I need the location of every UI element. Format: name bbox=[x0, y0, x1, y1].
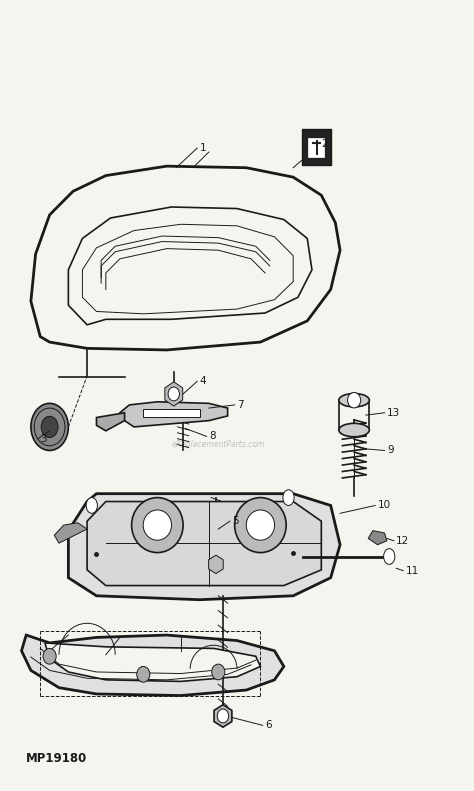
Text: MP19180: MP19180 bbox=[26, 752, 87, 765]
Text: 2: 2 bbox=[321, 139, 328, 149]
Polygon shape bbox=[368, 531, 387, 545]
Ellipse shape bbox=[41, 416, 58, 437]
Ellipse shape bbox=[347, 392, 361, 408]
Text: 4: 4 bbox=[200, 377, 206, 386]
Ellipse shape bbox=[217, 709, 228, 723]
Text: 7: 7 bbox=[237, 400, 244, 410]
Polygon shape bbox=[209, 555, 223, 573]
Ellipse shape bbox=[137, 667, 150, 682]
Ellipse shape bbox=[246, 510, 274, 540]
Polygon shape bbox=[165, 382, 182, 406]
Ellipse shape bbox=[143, 510, 172, 540]
Ellipse shape bbox=[31, 403, 68, 451]
Ellipse shape bbox=[43, 649, 56, 664]
Text: eReplacementParts.com: eReplacementParts.com bbox=[172, 440, 265, 448]
Text: 1: 1 bbox=[200, 143, 206, 153]
Ellipse shape bbox=[383, 549, 395, 564]
Text: 3: 3 bbox=[40, 433, 47, 444]
Polygon shape bbox=[68, 207, 312, 325]
Text: 5: 5 bbox=[232, 517, 239, 526]
Polygon shape bbox=[87, 501, 321, 585]
Text: 9: 9 bbox=[387, 445, 393, 456]
FancyBboxPatch shape bbox=[302, 129, 331, 165]
Polygon shape bbox=[45, 643, 260, 681]
Polygon shape bbox=[68, 494, 340, 600]
Polygon shape bbox=[214, 705, 232, 727]
Text: 12: 12 bbox=[396, 536, 410, 546]
Text: 8: 8 bbox=[209, 431, 216, 441]
Text: 13: 13 bbox=[387, 408, 400, 418]
Polygon shape bbox=[120, 402, 228, 427]
Text: 11: 11 bbox=[406, 566, 419, 576]
Polygon shape bbox=[97, 413, 125, 431]
Text: 6: 6 bbox=[265, 721, 272, 730]
Polygon shape bbox=[31, 166, 340, 350]
Polygon shape bbox=[143, 409, 200, 418]
FancyBboxPatch shape bbox=[308, 138, 324, 157]
Polygon shape bbox=[82, 225, 293, 314]
Ellipse shape bbox=[339, 423, 369, 437]
Ellipse shape bbox=[86, 498, 97, 513]
Ellipse shape bbox=[283, 490, 294, 505]
Ellipse shape bbox=[132, 498, 183, 553]
Ellipse shape bbox=[339, 393, 369, 407]
Polygon shape bbox=[21, 635, 284, 695]
Ellipse shape bbox=[212, 664, 225, 679]
Ellipse shape bbox=[235, 498, 286, 553]
Ellipse shape bbox=[168, 387, 180, 401]
Polygon shape bbox=[55, 523, 87, 543]
Text: 10: 10 bbox=[377, 501, 391, 510]
